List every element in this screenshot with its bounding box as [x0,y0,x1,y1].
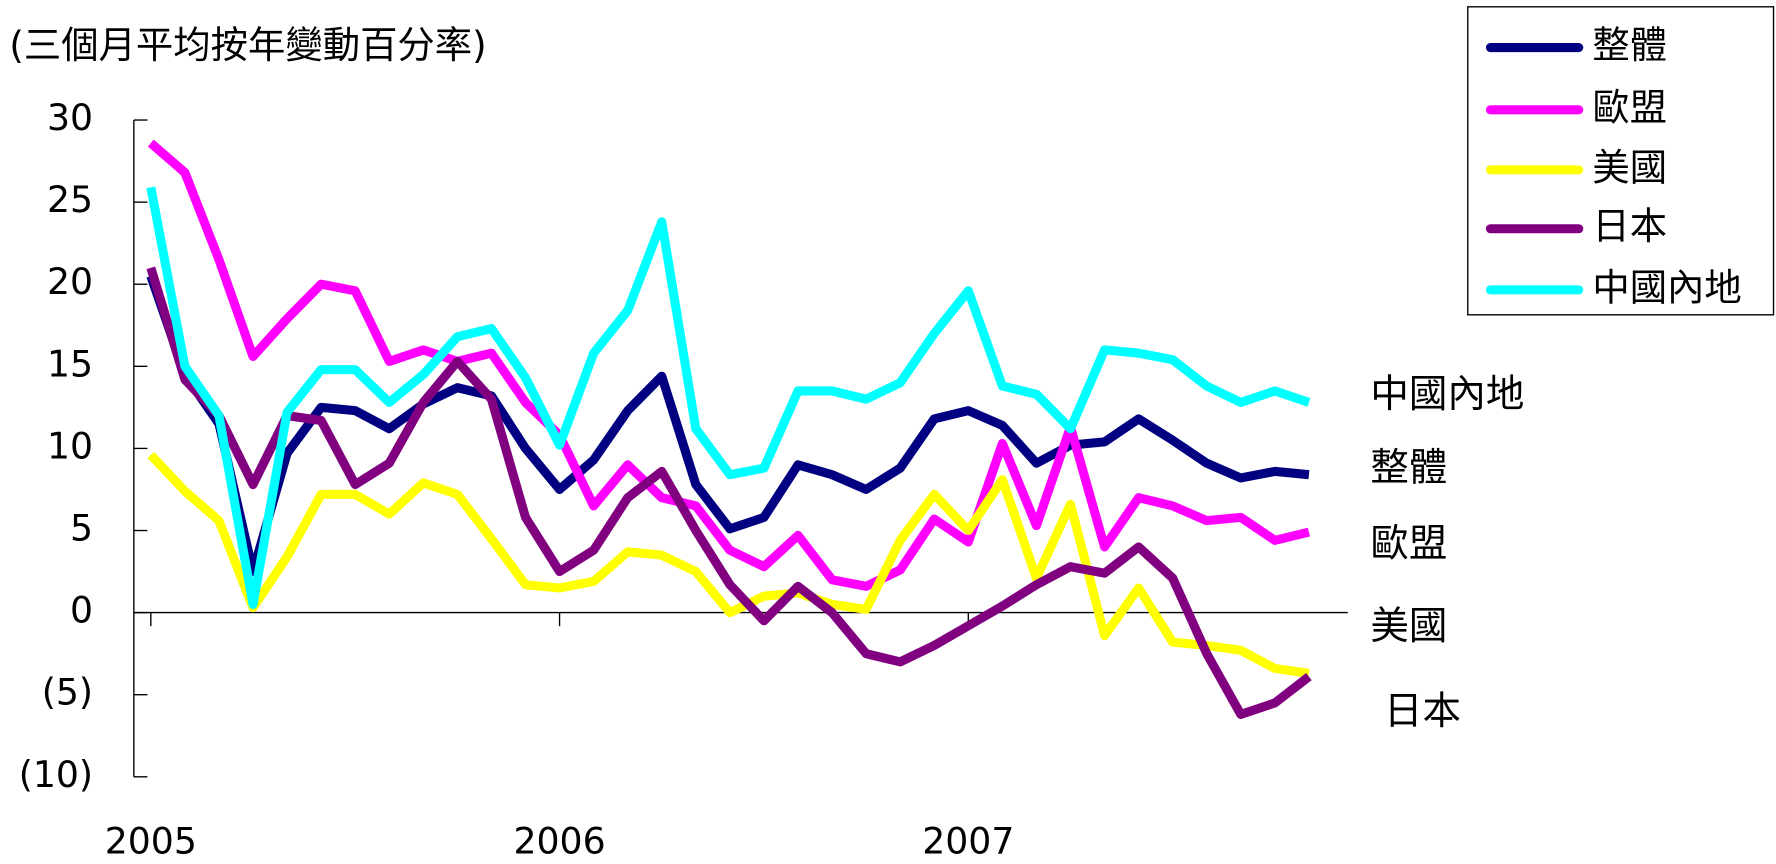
y-tick-label: 20 [47,260,93,303]
annotation: 歐盟 [1370,521,1447,566]
y-tick-label: 25 [47,178,93,221]
series-line [146,186,1311,609]
y-tick-label: 30 [47,96,93,139]
annotation: 中國內地 [1370,372,1524,417]
annotation: 美國 [1370,604,1447,649]
x-tick-label: 2006 [513,820,605,863]
y-tick-label: 5 [70,507,93,550]
series-line [147,451,1310,678]
legend-box [1467,6,1775,316]
y-tick-label: (5) [42,671,93,714]
chart-title: (三個月平均按年變動百分率) [9,23,486,67]
y-tick-label: 15 [47,342,93,385]
series-line [146,266,1312,719]
legend-label: 歐盟 [1592,85,1667,129]
annotation: 整體 [1370,445,1447,490]
legend-label: 日本 [1592,204,1667,248]
legend-label: 美國 [1592,145,1667,189]
legend-label: 中國內地 [1592,265,1741,309]
series-line [146,274,1310,577]
x-tick-label: 2007 [922,820,1014,863]
y-tick-label: (10) [19,753,93,796]
y-tick-label: 0 [70,589,93,632]
series-line [147,139,1310,591]
y-tick-label: 10 [47,424,93,467]
annotation: 日本 [1384,689,1461,734]
x-tick-label: 2005 [105,820,197,863]
legend-label: 整體 [1592,23,1667,67]
